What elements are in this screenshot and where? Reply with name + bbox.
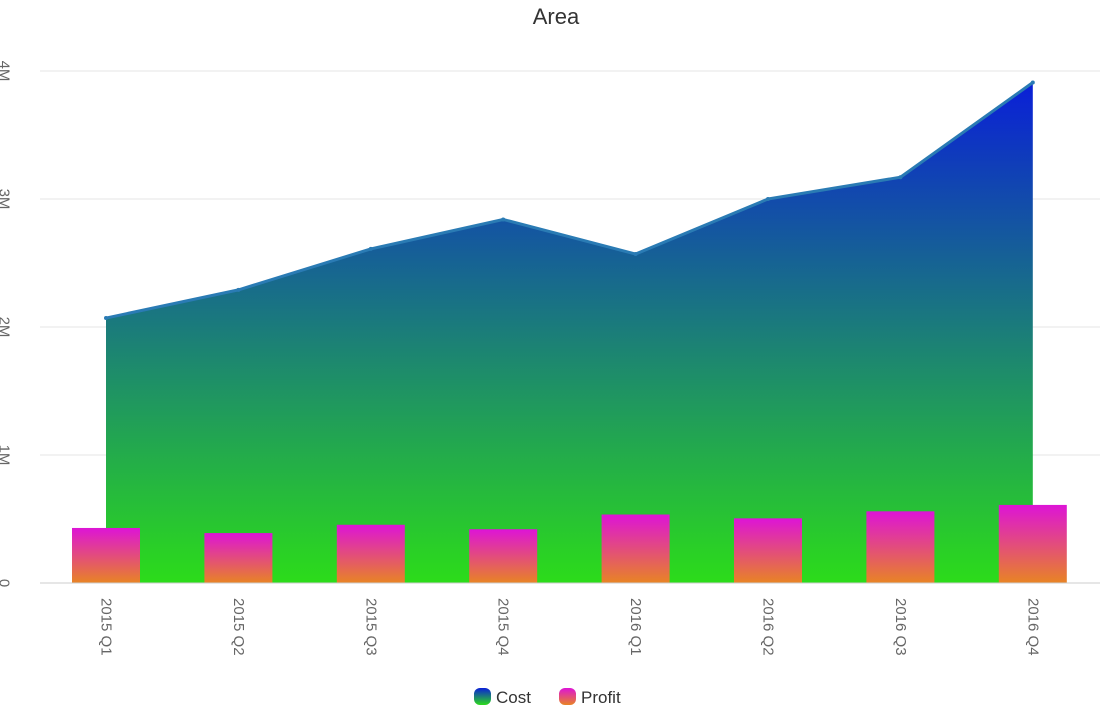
x-tick-label: 2016 Q1: [627, 598, 644, 656]
legend: Cost Profit: [474, 688, 621, 707]
legend-swatch-profit: [559, 688, 576, 705]
y-axis-ticks: 0 1M 2M 3M 4M: [0, 61, 13, 588]
cost-point[interactable]: [368, 246, 373, 251]
legend-item-cost[interactable]: Cost: [474, 688, 531, 707]
legend-swatch-cost: [474, 688, 491, 705]
x-axis-ticks: 2015 Q1 2015 Q2 2015 Q3 2015 Q4 2016 Q1 2016 …: [98, 598, 1042, 656]
x-tick-label: 2016 Q3: [892, 598, 909, 656]
cost-area-fill: [106, 82, 1033, 584]
profit-bar[interactable]: [204, 533, 273, 583]
chart-title: Area: [533, 4, 580, 29]
profit-bar[interactable]: [336, 524, 405, 583]
profit-bar[interactable]: [734, 518, 802, 583]
cost-point[interactable]: [104, 316, 108, 321]
cost-point[interactable]: [501, 217, 506, 222]
x-tick-label: 2016 Q4: [1024, 598, 1041, 656]
x-tick-label: 2015 Q1: [98, 598, 115, 656]
legend-label-profit: Profit: [581, 688, 621, 707]
profit-series: [72, 504, 1067, 583]
x-tick-label: 2015 Q3: [362, 598, 379, 656]
cost-line: [105, 81, 1034, 320]
x-tick-label: 2015 Q2: [230, 598, 247, 656]
y-tick-label: 3M: [0, 189, 13, 210]
cost-point[interactable]: [1030, 80, 1035, 85]
cost-point[interactable]: [236, 287, 241, 292]
y-tick-label: 2M: [0, 317, 13, 338]
cost-series: [104, 80, 1035, 584]
cost-point[interactable]: [633, 252, 638, 257]
profit-bar[interactable]: [469, 529, 538, 583]
y-tick-label: 4M: [0, 61, 13, 82]
legend-label-cost: Cost: [496, 688, 531, 707]
y-tick-label: 1M: [0, 445, 13, 466]
x-tick-label: 2015 Q4: [495, 598, 512, 656]
x-tick-label: 2016 Q2: [760, 598, 777, 656]
y-tick-label: 0: [0, 579, 13, 587]
profit-bar[interactable]: [998, 504, 1067, 583]
profit-bar[interactable]: [866, 511, 935, 583]
cost-point[interactable]: [898, 175, 903, 180]
cost-point[interactable]: [766, 197, 770, 201]
profit-bar[interactable]: [72, 527, 140, 583]
profit-bar[interactable]: [601, 514, 670, 583]
legend-item-profit[interactable]: Profit: [559, 688, 621, 707]
